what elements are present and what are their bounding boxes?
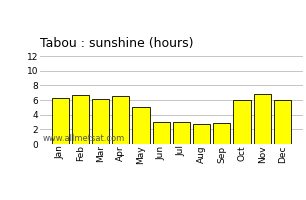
Bar [233,100,251,144]
Text: www.allmetsat.com: www.allmetsat.com [43,134,125,143]
Bar [274,100,291,144]
Bar [132,107,150,144]
Bar [153,122,170,144]
Bar [254,94,271,144]
Bar [173,122,190,144]
Text: Tabou : sunshine (hours): Tabou : sunshine (hours) [40,37,193,50]
Bar [112,96,129,144]
Bar [92,99,109,144]
Bar [52,98,69,144]
Bar [193,124,210,144]
Bar [72,95,89,144]
Bar [213,123,230,144]
